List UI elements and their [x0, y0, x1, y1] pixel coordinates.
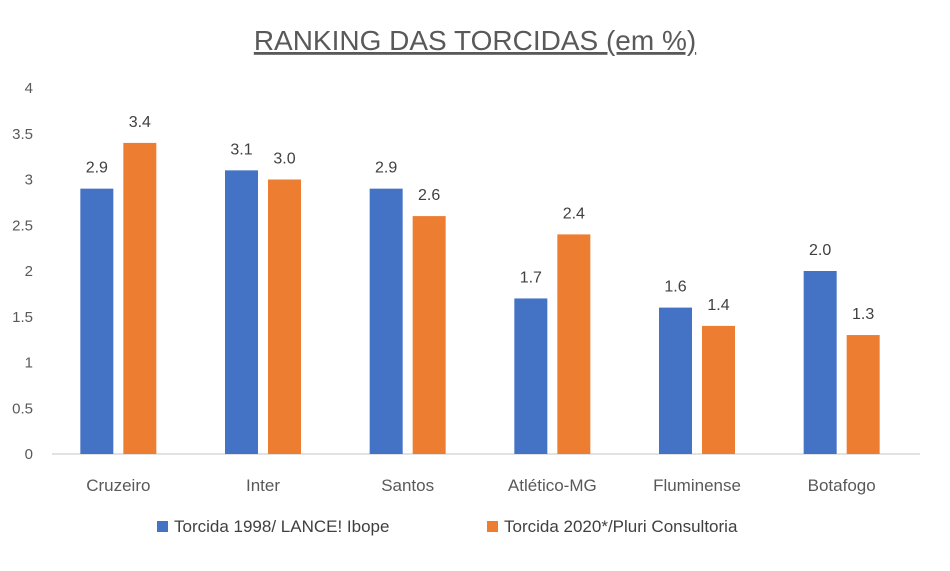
y-tick-label: 0 — [25, 446, 33, 463]
y-tick-label: 2.5 — [12, 217, 33, 234]
bar-1 — [369, 188, 403, 454]
data-label: 1.7 — [520, 269, 542, 286]
category-label: Santos — [381, 476, 434, 495]
plot-area: 0 0.5 1 1.5 2 2.5 3 3.5 4 2.9 3.4 Cruzeiro 3.1 3.0 Int… — [12, 80, 920, 495]
y-tick-label: 1.5 — [12, 309, 33, 326]
category-label: Fluminense — [653, 476, 741, 495]
data-label: 2.9 — [375, 160, 397, 177]
data-label: 2.6 — [418, 187, 440, 204]
bar-1 — [514, 298, 548, 454]
data-label: 1.4 — [707, 297, 729, 314]
data-label: 3.4 — [129, 114, 151, 131]
bar-1 — [659, 307, 692, 454]
bar-2 — [557, 234, 591, 454]
bar-1 — [803, 271, 837, 454]
bar-2 — [702, 325, 735, 454]
legend-label: Torcida 2020*/Pluri Consultoria — [504, 517, 738, 536]
data-label: 2.9 — [86, 160, 108, 177]
legend-label: Torcida 1998/ LANCE! Ibope — [174, 517, 389, 536]
bar-2 — [123, 142, 157, 454]
category-label: Inter — [246, 476, 280, 495]
bar-1 — [80, 188, 114, 454]
category-label: Atlético-MG — [508, 476, 597, 495]
data-label: 1.6 — [664, 279, 686, 296]
data-label: 3.1 — [230, 141, 252, 158]
y-tick-label: 1 — [25, 355, 33, 372]
category-label: Botafogo — [808, 476, 876, 495]
data-label: 2.4 — [563, 205, 585, 222]
bar-2 — [268, 179, 301, 454]
category-label: Cruzeiro — [86, 476, 150, 495]
y-tick-label: 4 — [25, 80, 33, 97]
y-tick-label: 2 — [25, 263, 33, 280]
data-label: 3.0 — [273, 151, 295, 168]
legend-swatch-2 — [487, 521, 498, 532]
bar-1 — [225, 170, 258, 454]
bar-2 — [846, 335, 880, 454]
chart-title: RANKING DAS TORCIDAS (em %) — [254, 25, 696, 56]
data-label: 2.0 — [809, 242, 831, 259]
y-tick-label: 0.5 — [12, 400, 33, 417]
legend-swatch-1 — [157, 521, 168, 532]
y-tick-label: 3.5 — [12, 126, 33, 143]
legend: Torcida 1998/ LANCE! Ibope Torcida 2020*/… — [157, 517, 738, 536]
bar-2 — [412, 216, 446, 454]
y-tick-label: 3 — [25, 172, 33, 189]
data-label: 1.3 — [852, 306, 874, 323]
